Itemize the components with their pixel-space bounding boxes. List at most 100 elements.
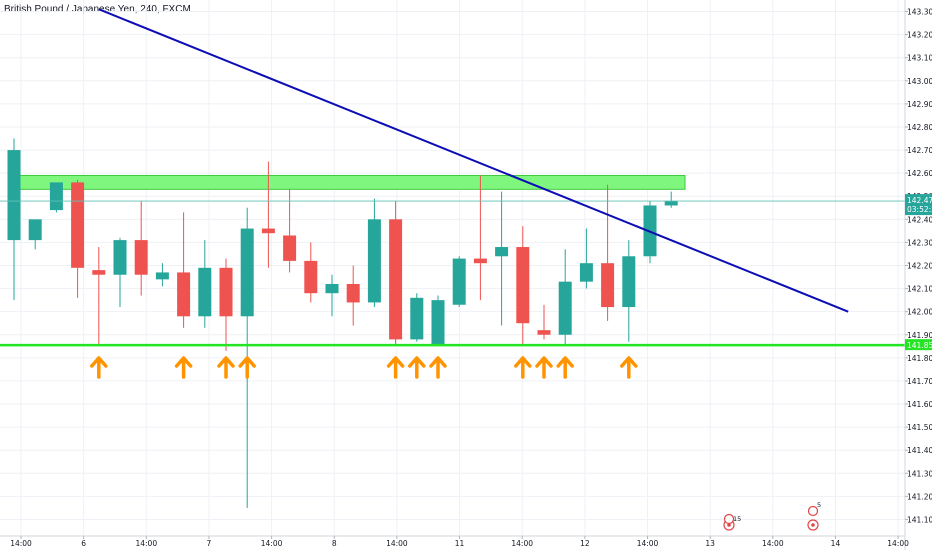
y-tick-label: 143.300 <box>907 8 932 17</box>
up-arrow-icon <box>535 356 553 379</box>
up-arrow-icon <box>514 356 532 379</box>
candle-body <box>28 219 42 241</box>
up-arrow-icon <box>556 356 574 379</box>
x-tick-label: 14:00 <box>762 539 784 548</box>
annotation-lines[interactable] <box>0 8 905 347</box>
y-tick-label: 141.400 <box>907 446 932 455</box>
x-tick-label: 14:00 <box>386 539 408 548</box>
x-tick-label: 13 <box>705 539 715 548</box>
candle-body <box>198 267 212 317</box>
x-tick-label: 14 <box>831 539 841 548</box>
x-tick-label: 7 <box>207 539 212 548</box>
candle-body <box>452 258 466 305</box>
arrows <box>90 356 638 379</box>
y-tick-label: 143.000 <box>907 77 932 86</box>
event-flag-dot <box>727 523 731 527</box>
candle-body <box>177 272 191 317</box>
candle-body <box>389 219 403 340</box>
candle-body <box>601 263 615 308</box>
candle-body <box>579 263 593 282</box>
x-tick-label: 14:00 <box>511 539 533 548</box>
candle-body <box>558 281 572 335</box>
y-tick-label: 141.900 <box>907 331 932 340</box>
y-tick-label: 141.100 <box>907 515 932 524</box>
candle-body <box>7 150 21 241</box>
x-tick-label: 14:00 <box>261 539 283 548</box>
y-tick-label: 142.000 <box>907 308 932 317</box>
candle-body <box>283 235 297 261</box>
grid <box>0 0 905 536</box>
candle-body <box>495 247 509 257</box>
up-arrow-icon <box>217 356 235 379</box>
support-price-value: 141.855 <box>907 341 932 350</box>
up-arrow-icon <box>429 356 447 379</box>
event-badge: 5 <box>817 501 821 509</box>
x-tick-label: 14:00 <box>637 539 659 548</box>
candle-body <box>49 182 63 211</box>
time-axis[interactable]: 14:00 6 14:00 7 14:00 8 14:00 11 14:00 12 14:00 13 1… <box>0 535 909 548</box>
y-tick-label: 142.600 <box>907 169 932 178</box>
event-flag-dot <box>811 523 815 527</box>
x-tick-label: 14:00 <box>887 539 909 548</box>
x-tick-label: 14:00 <box>135 539 157 548</box>
up-arrow-icon <box>620 356 638 379</box>
price-axis[interactable]: 143.300 143.200 143.100 143.000 142.900 142.8… <box>904 0 932 550</box>
x-tick-label: 8 <box>332 539 337 548</box>
candle-body <box>473 258 487 264</box>
candle-body <box>367 219 381 303</box>
candle-body <box>155 272 169 280</box>
y-tick-label: 142.300 <box>907 238 932 247</box>
candles <box>7 138 678 508</box>
y-tick-label: 143.200 <box>907 31 932 40</box>
y-tick-label: 143.100 <box>907 54 932 63</box>
y-tick-label: 141.500 <box>907 423 932 432</box>
candle-body <box>92 270 106 275</box>
candle-body <box>537 330 551 335</box>
y-tick-label: 142.700 <box>907 146 932 155</box>
event-markers[interactable]: 15 5 <box>723 501 821 531</box>
chart-title: British Pound / Japanese Yen, 240, FXCM <box>4 4 191 15</box>
resistance-zone-rect[interactable] <box>18 174 686 190</box>
y-tick-label: 142.200 <box>907 262 932 271</box>
countdown-value: 03:52:39 <box>907 205 932 214</box>
x-tick-label: 6 <box>81 539 86 548</box>
y-tick-label: 142.100 <box>907 285 932 294</box>
up-arrow-icon <box>90 356 108 379</box>
candle-body <box>113 240 127 275</box>
candle-body <box>431 300 445 344</box>
event-badge: 15 <box>733 515 741 523</box>
y-tick-label: 141.700 <box>907 377 932 386</box>
y-tick-label: 141.800 <box>907 354 932 363</box>
support-price-tag <box>905 339 932 351</box>
candle-body <box>304 260 318 294</box>
candle-body <box>410 297 424 340</box>
candle-body <box>219 267 233 317</box>
resistance-zone[interactable] <box>18 174 686 190</box>
up-arrow-icon <box>408 356 426 379</box>
candle-body <box>622 256 636 308</box>
price-tags: 142.47903:52:39 141.855 <box>905 194 932 351</box>
x-tick-label: 12 <box>580 539 590 548</box>
candle-body <box>261 228 275 234</box>
candle-body <box>516 247 530 324</box>
up-arrow-icon <box>238 356 256 379</box>
candle-body <box>664 200 678 206</box>
up-arrow-icon <box>386 356 405 379</box>
event-flag-upper-icon[interactable] <box>807 505 819 517</box>
event-flag-upper-icon[interactable] <box>723 513 735 525</box>
y-tick-label: 142.900 <box>907 100 932 109</box>
candle-body <box>240 228 254 317</box>
up-arrow-icon <box>174 356 193 379</box>
x-tick-label: 11 <box>455 539 465 548</box>
candle-body <box>346 283 360 303</box>
y-tick-label: 141.200 <box>907 492 932 501</box>
trend-line[interactable] <box>98 8 849 313</box>
current-price-tag <box>905 194 932 216</box>
y-tick-label: 141.600 <box>907 400 932 409</box>
candle-body <box>134 240 148 275</box>
y-tick-label: 141.300 <box>907 469 932 478</box>
candle-body <box>71 182 85 268</box>
y-tick-label: 142.400 <box>907 215 932 224</box>
x-tick-label: 14:00 <box>10 539 32 548</box>
